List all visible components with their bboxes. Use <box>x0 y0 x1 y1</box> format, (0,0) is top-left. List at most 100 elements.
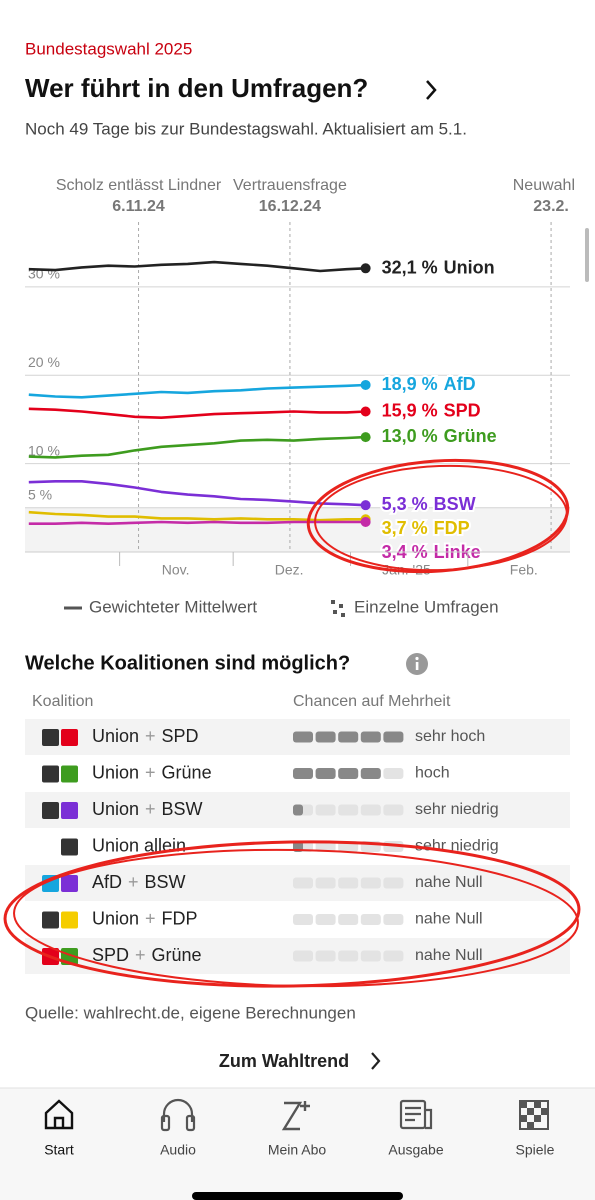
end-label: 5,3 % BSW <box>382 494 476 514</box>
home-indicator <box>192 1192 403 1200</box>
chance-segment-bg <box>338 914 359 925</box>
end-point <box>360 500 371 511</box>
chance-segment <box>315 768 336 779</box>
series-name: AfD <box>444 374 476 394</box>
icon-spiele[interactable] <box>519 1100 549 1130</box>
icon-abo[interactable] <box>281 1101 310 1131</box>
chance-segment-bg <box>293 877 313 889</box>
event-date: 16.12.24 <box>259 198 321 215</box>
party-name: BSW <box>145 872 186 892</box>
end-label: 15,9 % SPD <box>382 400 481 420</box>
event-date: 23.2. <box>533 198 569 215</box>
end-point <box>360 432 371 443</box>
nav-label[interactable]: Spiele <box>516 1142 555 1158</box>
party-name: Union <box>92 908 139 928</box>
coalition-name: Union + FDP <box>92 908 198 928</box>
link[interactable]: Zum Wahltrend <box>219 1051 349 1071</box>
chance-segment-bg <box>315 877 336 889</box>
chance-segment-bg <box>315 914 336 925</box>
legend-label: Gewichteter Mittelwert <box>89 597 257 616</box>
chance-segment-bg <box>338 950 359 962</box>
nav-label[interactable]: Mein Abo <box>268 1142 327 1158</box>
nav-label[interactable]: Audio <box>160 1142 196 1158</box>
chance-label: nahe Null <box>415 947 483 964</box>
nav-label[interactable]: Start <box>44 1142 74 1158</box>
end-label: 32,1 % Union <box>382 257 495 277</box>
chance-segment-bg <box>315 841 336 852</box>
chance-label: nahe Null <box>415 911 483 928</box>
series-name: Grüne <box>444 426 497 446</box>
coalition-table: Union + SPD sehr hoch Union + Grüne hoch Union + B… <box>25 719 570 974</box>
chance-segment-bg <box>315 950 336 962</box>
value-label: 5,3 % <box>382 494 428 514</box>
info-icon[interactable] <box>406 653 428 675</box>
series-line <box>28 435 366 459</box>
y-tick-label: 20 % <box>28 354 60 370</box>
chance-segment <box>338 731 359 743</box>
chance-label: hoch <box>415 765 450 782</box>
lines <box>28 260 371 527</box>
party-name: AfD <box>92 872 122 892</box>
coalition-name: AfD + BSW <box>92 872 186 892</box>
event-label: Scholz entlässt Lindner <box>56 177 222 194</box>
chance-segment-bg <box>383 877 404 889</box>
title[interactable]: Wer führt in den Umfragen? <box>25 73 368 103</box>
column-header: Koalition <box>32 693 93 710</box>
chance-segment-bg <box>338 877 359 889</box>
end-point <box>360 516 371 527</box>
chance-segment-bg <box>383 768 404 779</box>
series-line <box>28 260 366 273</box>
end-label: 13,0 % Grüne <box>382 426 497 446</box>
series-line <box>28 383 366 399</box>
chance-segment <box>293 768 313 779</box>
party-name: SPD <box>92 945 129 965</box>
chance-label: sehr niedrig <box>415 801 499 818</box>
series-name: SPD <box>444 400 481 420</box>
icon-ausgabe[interactable] <box>399 1099 433 1130</box>
title-chevron[interactable] <box>426 80 437 100</box>
coalition-name: Union + Grüne <box>92 762 212 782</box>
kicker: Bundestagswahl 2025 <box>25 39 192 58</box>
coalition-name: Union + SPD <box>92 726 199 746</box>
chance-segment-bg <box>360 914 381 925</box>
chance-segment <box>293 804 303 816</box>
party-name: SPD <box>162 726 199 746</box>
x-tick-label: Nov. <box>162 562 190 578</box>
party-swatch <box>61 875 78 892</box>
x-tick-label: Dez. <box>275 562 304 578</box>
end-point <box>360 406 371 417</box>
legend-dots-icon <box>331 600 345 617</box>
chance-segment-bg <box>293 950 313 962</box>
link-chevron[interactable] <box>371 1052 381 1070</box>
end-point <box>360 263 371 274</box>
annotations: Scholz entlässt Lindner 6.11.24 Vertrauens… <box>56 177 575 552</box>
party-name: Grüne <box>162 762 212 782</box>
chance-segment-bg <box>383 914 404 925</box>
party-name: Grüne <box>152 945 202 965</box>
event-label: Neuwahl <box>513 177 575 194</box>
column-header: Chancen auf Mehrheit <box>293 693 451 710</box>
icon-home[interactable] <box>44 1099 74 1130</box>
party-swatch <box>42 729 59 746</box>
chance-segment-bg <box>315 804 336 816</box>
source: Quelle: wahlrecht.de, eigene Berechnunge… <box>25 1003 356 1022</box>
separator: + <box>145 726 156 746</box>
chance-label: nahe Null <box>415 874 483 891</box>
party-swatch <box>61 911 78 929</box>
party-swatch <box>42 802 59 819</box>
series-line <box>28 480 366 507</box>
party-swatch <box>61 765 78 783</box>
separator: + <box>128 872 139 892</box>
party-name: Union allein <box>92 835 186 855</box>
section-title: Welche Koalitionen sind möglich? <box>25 652 350 674</box>
chance-segment-bg <box>293 914 313 925</box>
event-date: 6.11.24 <box>112 198 165 215</box>
chance-segment-bg <box>360 877 381 889</box>
party-swatch <box>42 911 59 929</box>
icon-audio[interactable] <box>160 1098 196 1132</box>
series-line <box>28 407 366 419</box>
chance-segment <box>315 731 336 743</box>
nav-label[interactable]: Ausgabe <box>388 1142 443 1158</box>
chance-segment <box>293 731 313 743</box>
